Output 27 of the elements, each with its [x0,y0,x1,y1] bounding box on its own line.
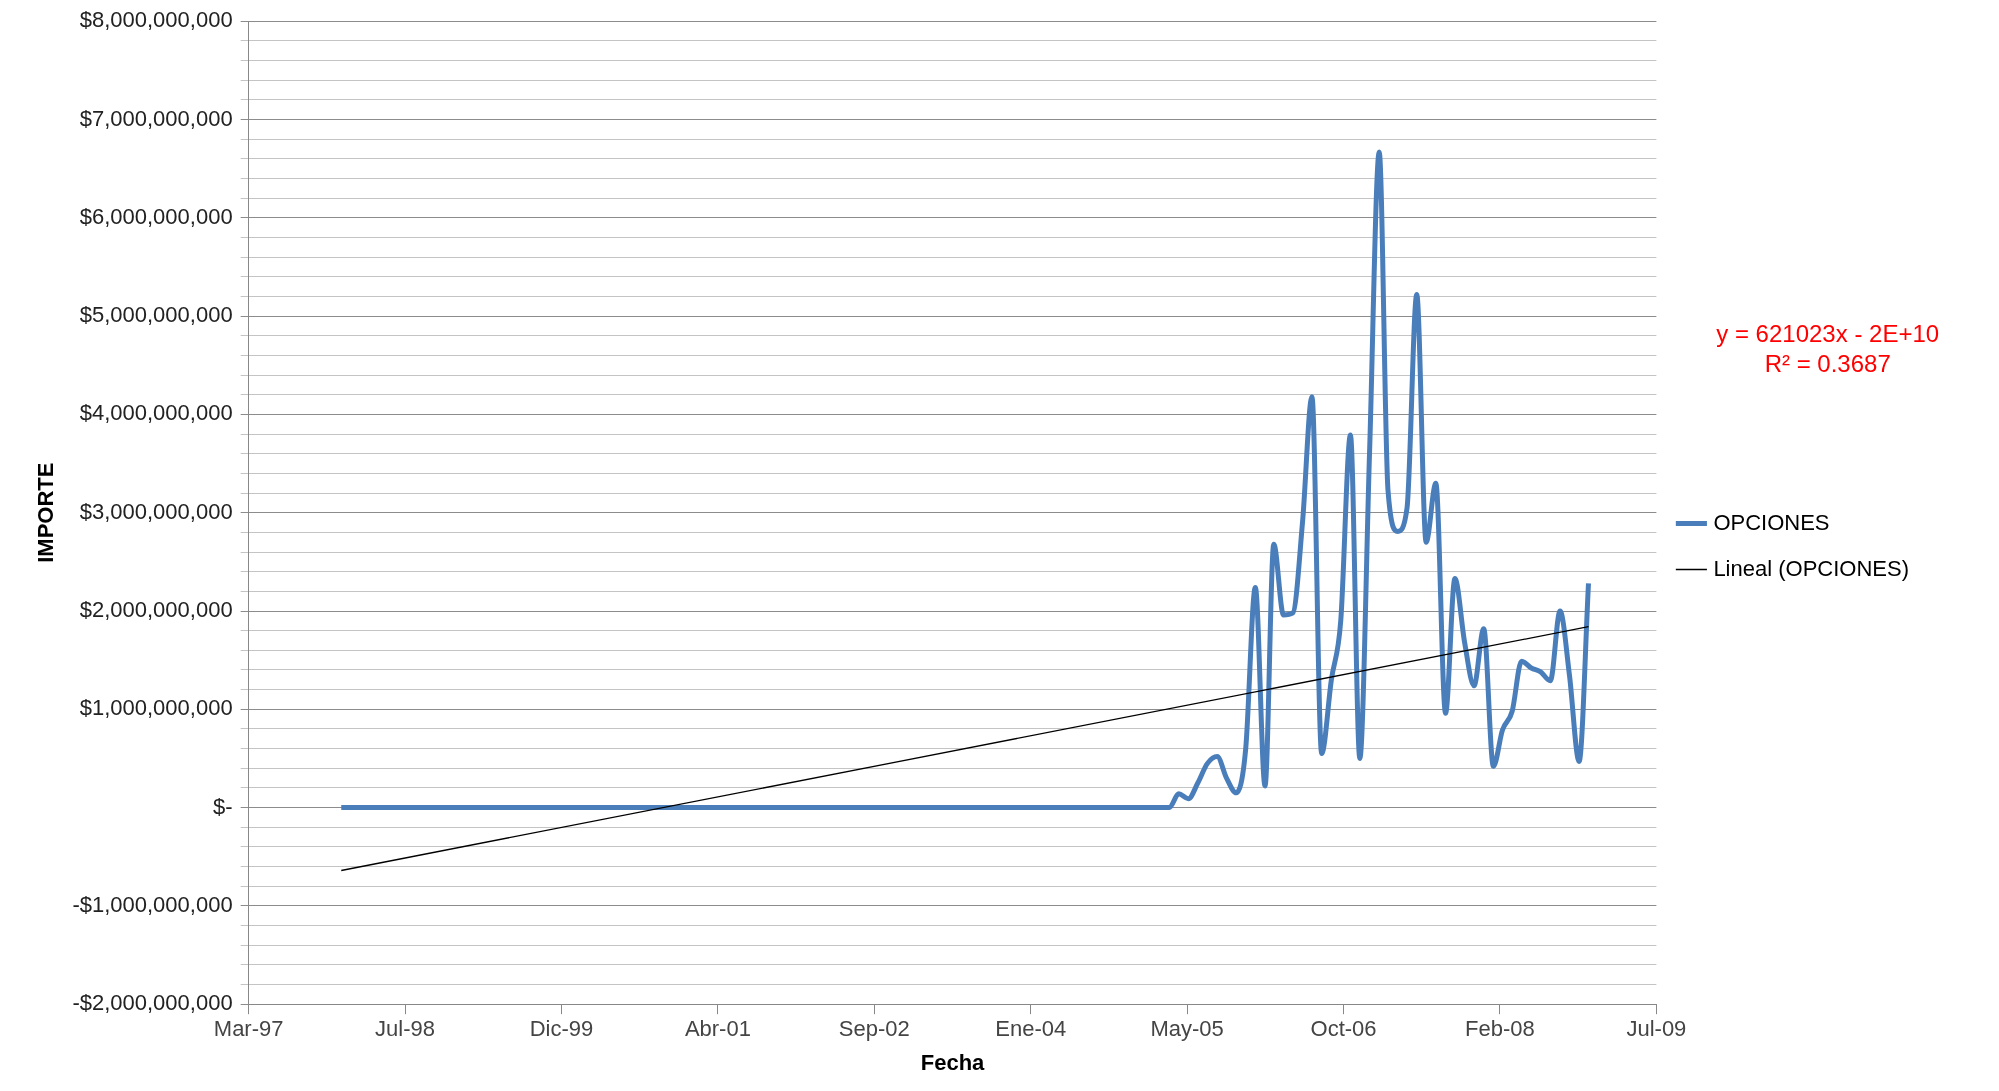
x-tick-label: Sep-02 [838,1016,910,1042]
x-tick-label: Mar-97 [213,1016,284,1042]
x-tick-label: Ene-04 [995,1016,1067,1042]
x-tick-label: Jul-09 [1626,1016,1687,1042]
y-tick-label: $1,000,000,000 [79,695,233,721]
y-tick-label: $8,000,000,000 [79,7,233,33]
y-axis-title: IMPORTE [33,462,59,563]
y-tick-label: $7,000,000,000 [79,105,233,131]
y-tick-label: -$2,000,000,000 [72,990,233,1016]
legend-label: Lineal (OPCIONES) [1713,555,1910,581]
x-tick-label: Dic-99 [529,1016,594,1042]
x-tick-label: May-05 [1150,1016,1224,1042]
y-tick-label: -$1,000,000,000 [72,891,233,917]
y-tick-label: $3,000,000,000 [79,498,233,524]
text: y = 621023x - 2E+10 [1716,320,1940,348]
y-tick-label: $6,000,000,000 [79,203,233,229]
x-tick-label: Jul-98 [375,1016,436,1042]
x-tick-label: Abr-01 [684,1016,751,1042]
y-tick-label: $- [213,793,233,819]
x-tick-label: Feb-08 [1465,1016,1535,1042]
y-tick-label: $5,000,000,000 [79,302,233,328]
y-tick-label: $2,000,000,000 [79,597,233,623]
y-tick-label: $4,000,000,000 [79,400,233,426]
legend-label: OPCIONES [1713,509,1830,535]
text: R² = 0.3687 [1764,350,1891,378]
x-axis-title: Fecha [920,1049,986,1075]
x-tick-label: Oct-06 [1310,1016,1377,1042]
